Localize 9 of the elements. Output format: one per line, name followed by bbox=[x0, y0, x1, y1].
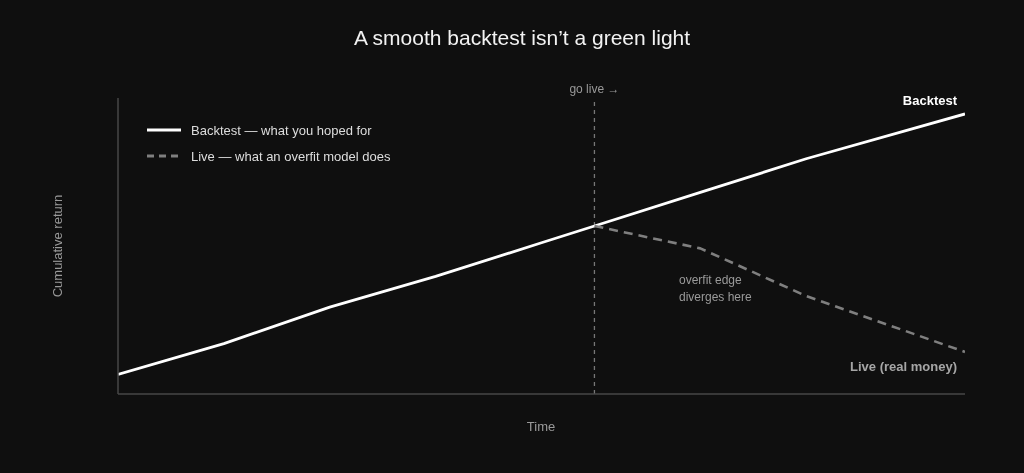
text: Backtest bbox=[902, 92, 957, 110]
annotation: Live (real money) bbox=[850, 358, 957, 376]
annotation: overfit edge diverges here bbox=[679, 272, 752, 306]
y-axis-title: Cumulative return bbox=[50, 194, 66, 298]
x-axis-title: Time bbox=[526, 419, 556, 435]
chart-title: A smooth backtest isn’t a green light bbox=[353, 25, 691, 51]
legend-label: Live — what an overfit model does bbox=[191, 148, 391, 164]
legend-label: Backtest — what you hoped for bbox=[191, 122, 372, 138]
text: go live → bbox=[569, 82, 620, 96]
